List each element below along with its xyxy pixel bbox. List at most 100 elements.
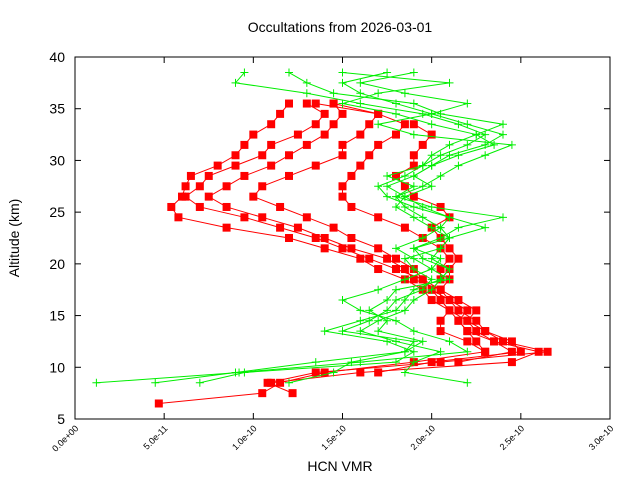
data-point xyxy=(338,68,347,77)
data-point xyxy=(231,151,240,160)
data-point xyxy=(472,130,481,139)
data-point xyxy=(418,109,427,118)
data-point xyxy=(374,285,383,294)
data-point xyxy=(400,223,409,232)
green-profile-4 xyxy=(285,68,481,387)
data-point xyxy=(436,285,445,294)
data-point xyxy=(409,254,418,263)
data-point xyxy=(463,99,472,108)
data-point xyxy=(392,130,400,139)
data-point xyxy=(392,337,400,346)
data-point xyxy=(392,192,400,201)
data-point xyxy=(356,161,365,170)
data-point xyxy=(222,223,231,232)
data-point xyxy=(311,358,320,367)
data-point xyxy=(481,130,490,139)
data-point xyxy=(302,213,311,222)
data-point xyxy=(436,234,445,242)
data-point xyxy=(338,140,347,149)
data-point xyxy=(400,275,409,284)
data-point xyxy=(320,368,329,377)
data-point xyxy=(409,265,418,274)
data-point xyxy=(454,120,463,129)
data-point xyxy=(490,337,499,346)
green-profile-2 xyxy=(151,68,507,387)
x-axis: 0.0e+00 5.0e-11 1.0e-10 1.5e-10 2.0e-10 2.5e-… xyxy=(50,57,615,454)
data-point xyxy=(285,171,293,180)
data-point xyxy=(383,316,392,325)
data-point xyxy=(374,213,383,222)
data-point xyxy=(409,68,418,77)
data-point xyxy=(463,327,472,336)
x-tick-label: 3.0e-10 xyxy=(587,423,616,452)
data-point xyxy=(181,192,190,201)
data-point xyxy=(400,306,409,315)
data-point xyxy=(445,296,454,305)
data-point xyxy=(499,337,507,346)
data-point xyxy=(427,161,436,170)
y-tick-label: 35 xyxy=(49,101,65,117)
data-point xyxy=(383,192,392,201)
data-point xyxy=(151,378,160,387)
data-point xyxy=(436,202,445,211)
data-point xyxy=(167,202,176,211)
data-point xyxy=(338,109,347,118)
data-point xyxy=(311,368,320,377)
data-point xyxy=(374,140,383,149)
data-point xyxy=(543,347,552,356)
data-point xyxy=(418,161,427,170)
data-point xyxy=(481,151,490,160)
data-point xyxy=(293,223,302,232)
data-point xyxy=(409,161,418,170)
data-point xyxy=(204,171,213,180)
y-tick-label: 5 xyxy=(57,411,65,427)
data-point xyxy=(418,337,427,346)
data-point xyxy=(276,378,285,387)
data-point xyxy=(400,182,409,191)
data-point xyxy=(285,68,293,77)
data-point xyxy=(311,234,320,242)
data-point xyxy=(436,265,445,274)
red-profile-line xyxy=(252,103,522,373)
data-point xyxy=(400,368,409,377)
data-point xyxy=(409,192,418,201)
data-point xyxy=(463,337,472,346)
data-point xyxy=(374,89,383,98)
data-point xyxy=(409,130,418,139)
data-point xyxy=(338,151,347,160)
data-point xyxy=(427,296,436,305)
data-point xyxy=(181,182,190,191)
data-point xyxy=(427,202,436,211)
data-point xyxy=(154,399,163,408)
data-point xyxy=(463,140,472,149)
data-point xyxy=(392,254,400,263)
x-axis-label: HCN VMR xyxy=(307,458,372,474)
data-point xyxy=(454,358,463,367)
data-point xyxy=(356,99,365,108)
data-point xyxy=(463,306,472,315)
data-point xyxy=(392,296,400,305)
data-point xyxy=(409,296,418,305)
x-tick-label: 1.5e-10 xyxy=(319,423,348,452)
data-point xyxy=(329,89,338,98)
data-point xyxy=(347,234,356,242)
data-point xyxy=(347,202,356,211)
data-point xyxy=(418,182,427,191)
data-point xyxy=(400,347,409,356)
data-point xyxy=(454,223,463,232)
data-point xyxy=(507,140,516,149)
data-point xyxy=(392,202,400,211)
data-point xyxy=(427,109,436,118)
data-point xyxy=(374,316,383,325)
data-point xyxy=(356,316,365,325)
data-point xyxy=(365,120,374,129)
y-tick-label: 10 xyxy=(49,359,65,375)
y-tick-label: 15 xyxy=(49,308,65,324)
data-point xyxy=(320,327,329,336)
data-point xyxy=(409,327,418,336)
data-point xyxy=(507,347,516,356)
data-point xyxy=(436,316,445,325)
data-point xyxy=(436,296,445,305)
data-point xyxy=(400,171,409,180)
